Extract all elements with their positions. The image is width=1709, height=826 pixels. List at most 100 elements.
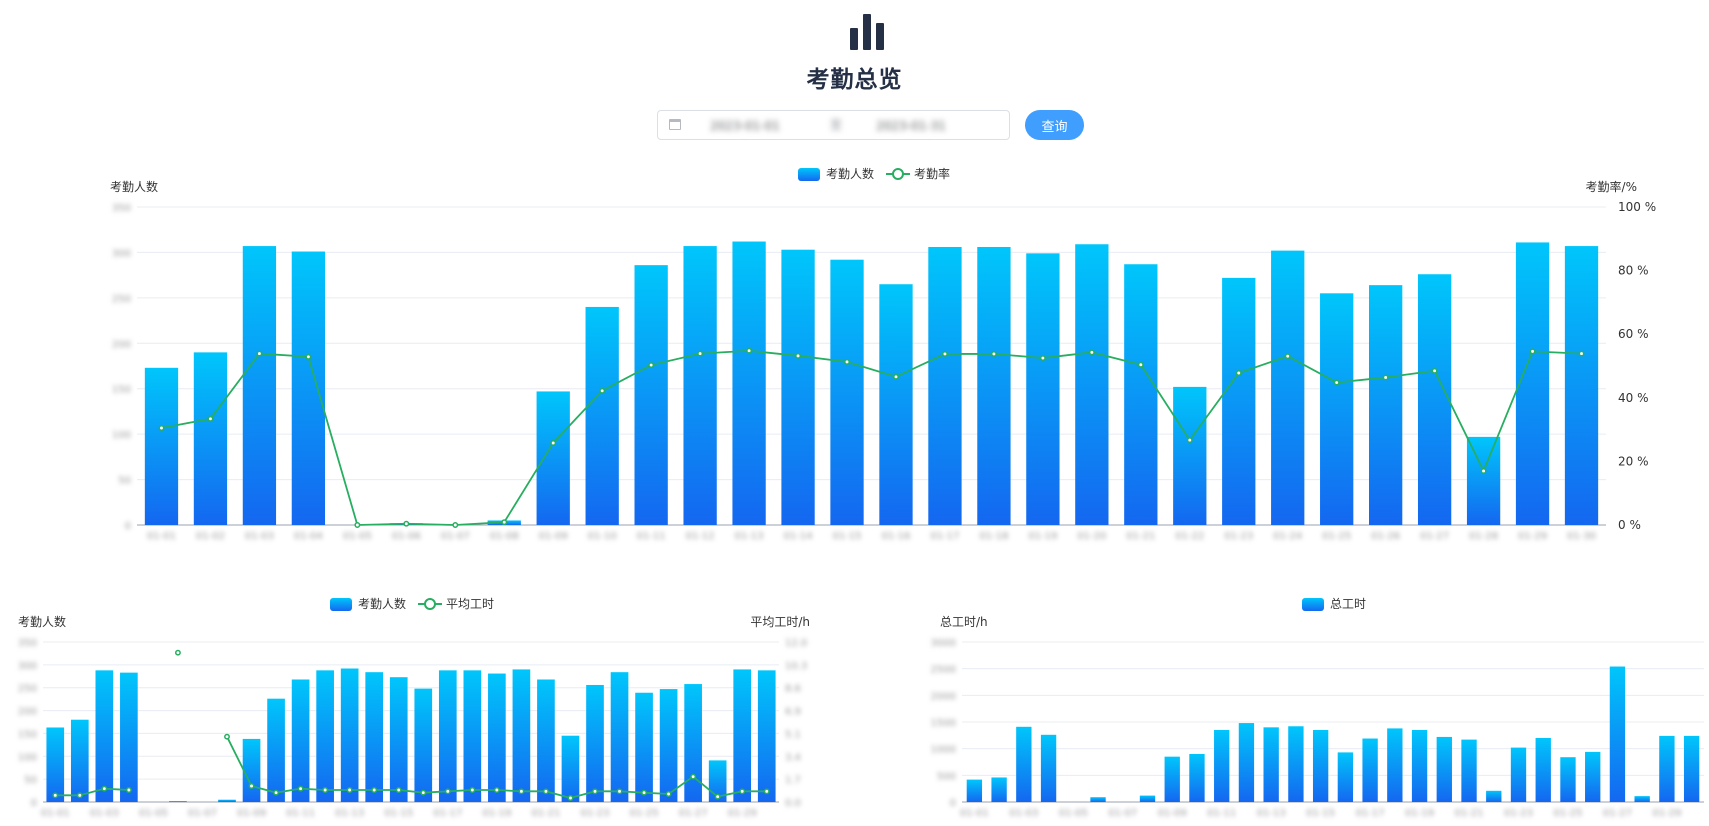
line-point[interactable]	[990, 350, 997, 357]
bar[interactable]	[1659, 735, 1675, 802]
line-point[interactable]	[297, 785, 304, 792]
bar[interactable]	[365, 672, 384, 802]
line-point[interactable]	[690, 773, 697, 780]
line-point[interactable]	[248, 783, 255, 789]
bar[interactable]	[389, 677, 408, 802]
line-point[interactable]	[420, 789, 427, 796]
bar[interactable]	[1075, 244, 1109, 525]
line-point[interactable]	[795, 352, 801, 359]
line-point[interactable]	[1382, 374, 1389, 381]
bar[interactable]	[1510, 747, 1527, 802]
line-point[interactable]	[174, 649, 181, 656]
bar[interactable]	[1585, 751, 1601, 802]
bar[interactable]	[1461, 739, 1477, 802]
line-point[interactable]	[592, 788, 598, 795]
line-point[interactable]	[371, 787, 378, 793]
bar[interactable]	[634, 265, 668, 525]
line-point[interactable]	[224, 733, 230, 740]
bar[interactable]	[70, 719, 89, 802]
line-point[interactable]	[550, 440, 557, 446]
bar[interactable]	[46, 727, 65, 802]
bar[interactable]	[1040, 734, 1057, 802]
bar[interactable]	[928, 246, 962, 525]
line-point[interactable]	[207, 415, 214, 422]
bar[interactable]	[463, 670, 482, 802]
bar[interactable]	[610, 672, 629, 802]
query-button[interactable]: 查询	[1025, 110, 1084, 140]
line-point[interactable]	[1578, 350, 1585, 357]
bar[interactable]	[1288, 726, 1304, 802]
bar[interactable]	[438, 670, 457, 802]
bar[interactable]	[1411, 730, 1428, 802]
line-point[interactable]	[354, 522, 361, 528]
line-point[interactable]	[1480, 467, 1487, 474]
line-point[interactable]	[1431, 367, 1438, 374]
bar[interactable]	[1173, 386, 1207, 525]
bar[interactable]	[414, 688, 433, 802]
bar[interactable]	[1515, 242, 1550, 525]
bar[interactable]	[977, 246, 1011, 525]
bar[interactable]	[585, 306, 619, 525]
bar[interactable]	[879, 284, 913, 525]
bar[interactable]	[291, 679, 310, 802]
bar[interactable]	[536, 391, 570, 525]
bar[interactable]	[1312, 730, 1329, 802]
bar[interactable]	[1026, 253, 1060, 525]
line-point[interactable]	[714, 793, 721, 800]
line-point[interactable]	[1186, 437, 1193, 444]
bar[interactable]	[1337, 752, 1354, 802]
line-point[interactable]	[1333, 379, 1340, 386]
bar[interactable]	[1263, 727, 1279, 802]
bar[interactable]	[781, 249, 815, 525]
line-point[interactable]	[697, 350, 704, 357]
bar[interactable]	[1189, 754, 1205, 802]
bar[interactable]	[316, 670, 334, 802]
line-point[interactable]	[942, 350, 948, 357]
bar[interactable]	[242, 738, 261, 802]
line-point[interactable]	[395, 787, 402, 793]
legend-bar-swatch[interactable]	[798, 168, 820, 181]
bar[interactable]	[1139, 795, 1156, 802]
bar[interactable]	[635, 692, 653, 802]
line-point[interactable]	[101, 785, 108, 792]
bar[interactable]	[291, 251, 326, 525]
line-point[interactable]	[501, 519, 508, 526]
line-point[interactable]	[542, 788, 549, 795]
line-point[interactable]	[616, 788, 623, 795]
line-point[interactable]	[273, 789, 280, 796]
bar[interactable]	[757, 670, 776, 802]
bar[interactable]	[708, 760, 727, 802]
bar[interactable]	[193, 352, 228, 525]
line-point[interactable]	[844, 358, 850, 365]
bar[interactable]	[1486, 790, 1502, 802]
bar[interactable]	[537, 679, 555, 802]
bar[interactable]	[1271, 250, 1305, 525]
bar[interactable]	[1238, 723, 1255, 802]
line-point[interactable]	[322, 787, 329, 793]
start-date-input[interactable]	[698, 114, 792, 138]
line-point[interactable]	[444, 788, 451, 795]
bar[interactable]	[561, 735, 580, 802]
line-point[interactable]	[346, 787, 353, 793]
line-point[interactable]	[158, 425, 165, 431]
bar[interactable]	[218, 799, 236, 802]
bar[interactable]	[1387, 728, 1403, 802]
bar[interactable]	[1320, 293, 1354, 525]
bar[interactable]	[1214, 730, 1230, 802]
line-point[interactable]	[469, 787, 476, 793]
bar[interactable]	[659, 689, 678, 802]
bar[interactable]	[1164, 756, 1180, 802]
line-point[interactable]	[893, 373, 899, 380]
bar[interactable]	[684, 684, 702, 802]
bar[interactable]	[1436, 736, 1452, 802]
bar[interactable]	[732, 241, 766, 526]
legend-bar-swatch[interactable]	[330, 598, 352, 611]
bar[interactable]	[340, 668, 359, 802]
bar[interactable]	[1560, 757, 1576, 802]
line-point[interactable]	[305, 353, 312, 360]
line-point[interactable]	[256, 350, 263, 357]
line-point[interactable]	[125, 787, 132, 793]
bar[interactable]	[120, 672, 138, 802]
line-point[interactable]	[52, 792, 59, 799]
bar[interactable]	[242, 246, 277, 525]
